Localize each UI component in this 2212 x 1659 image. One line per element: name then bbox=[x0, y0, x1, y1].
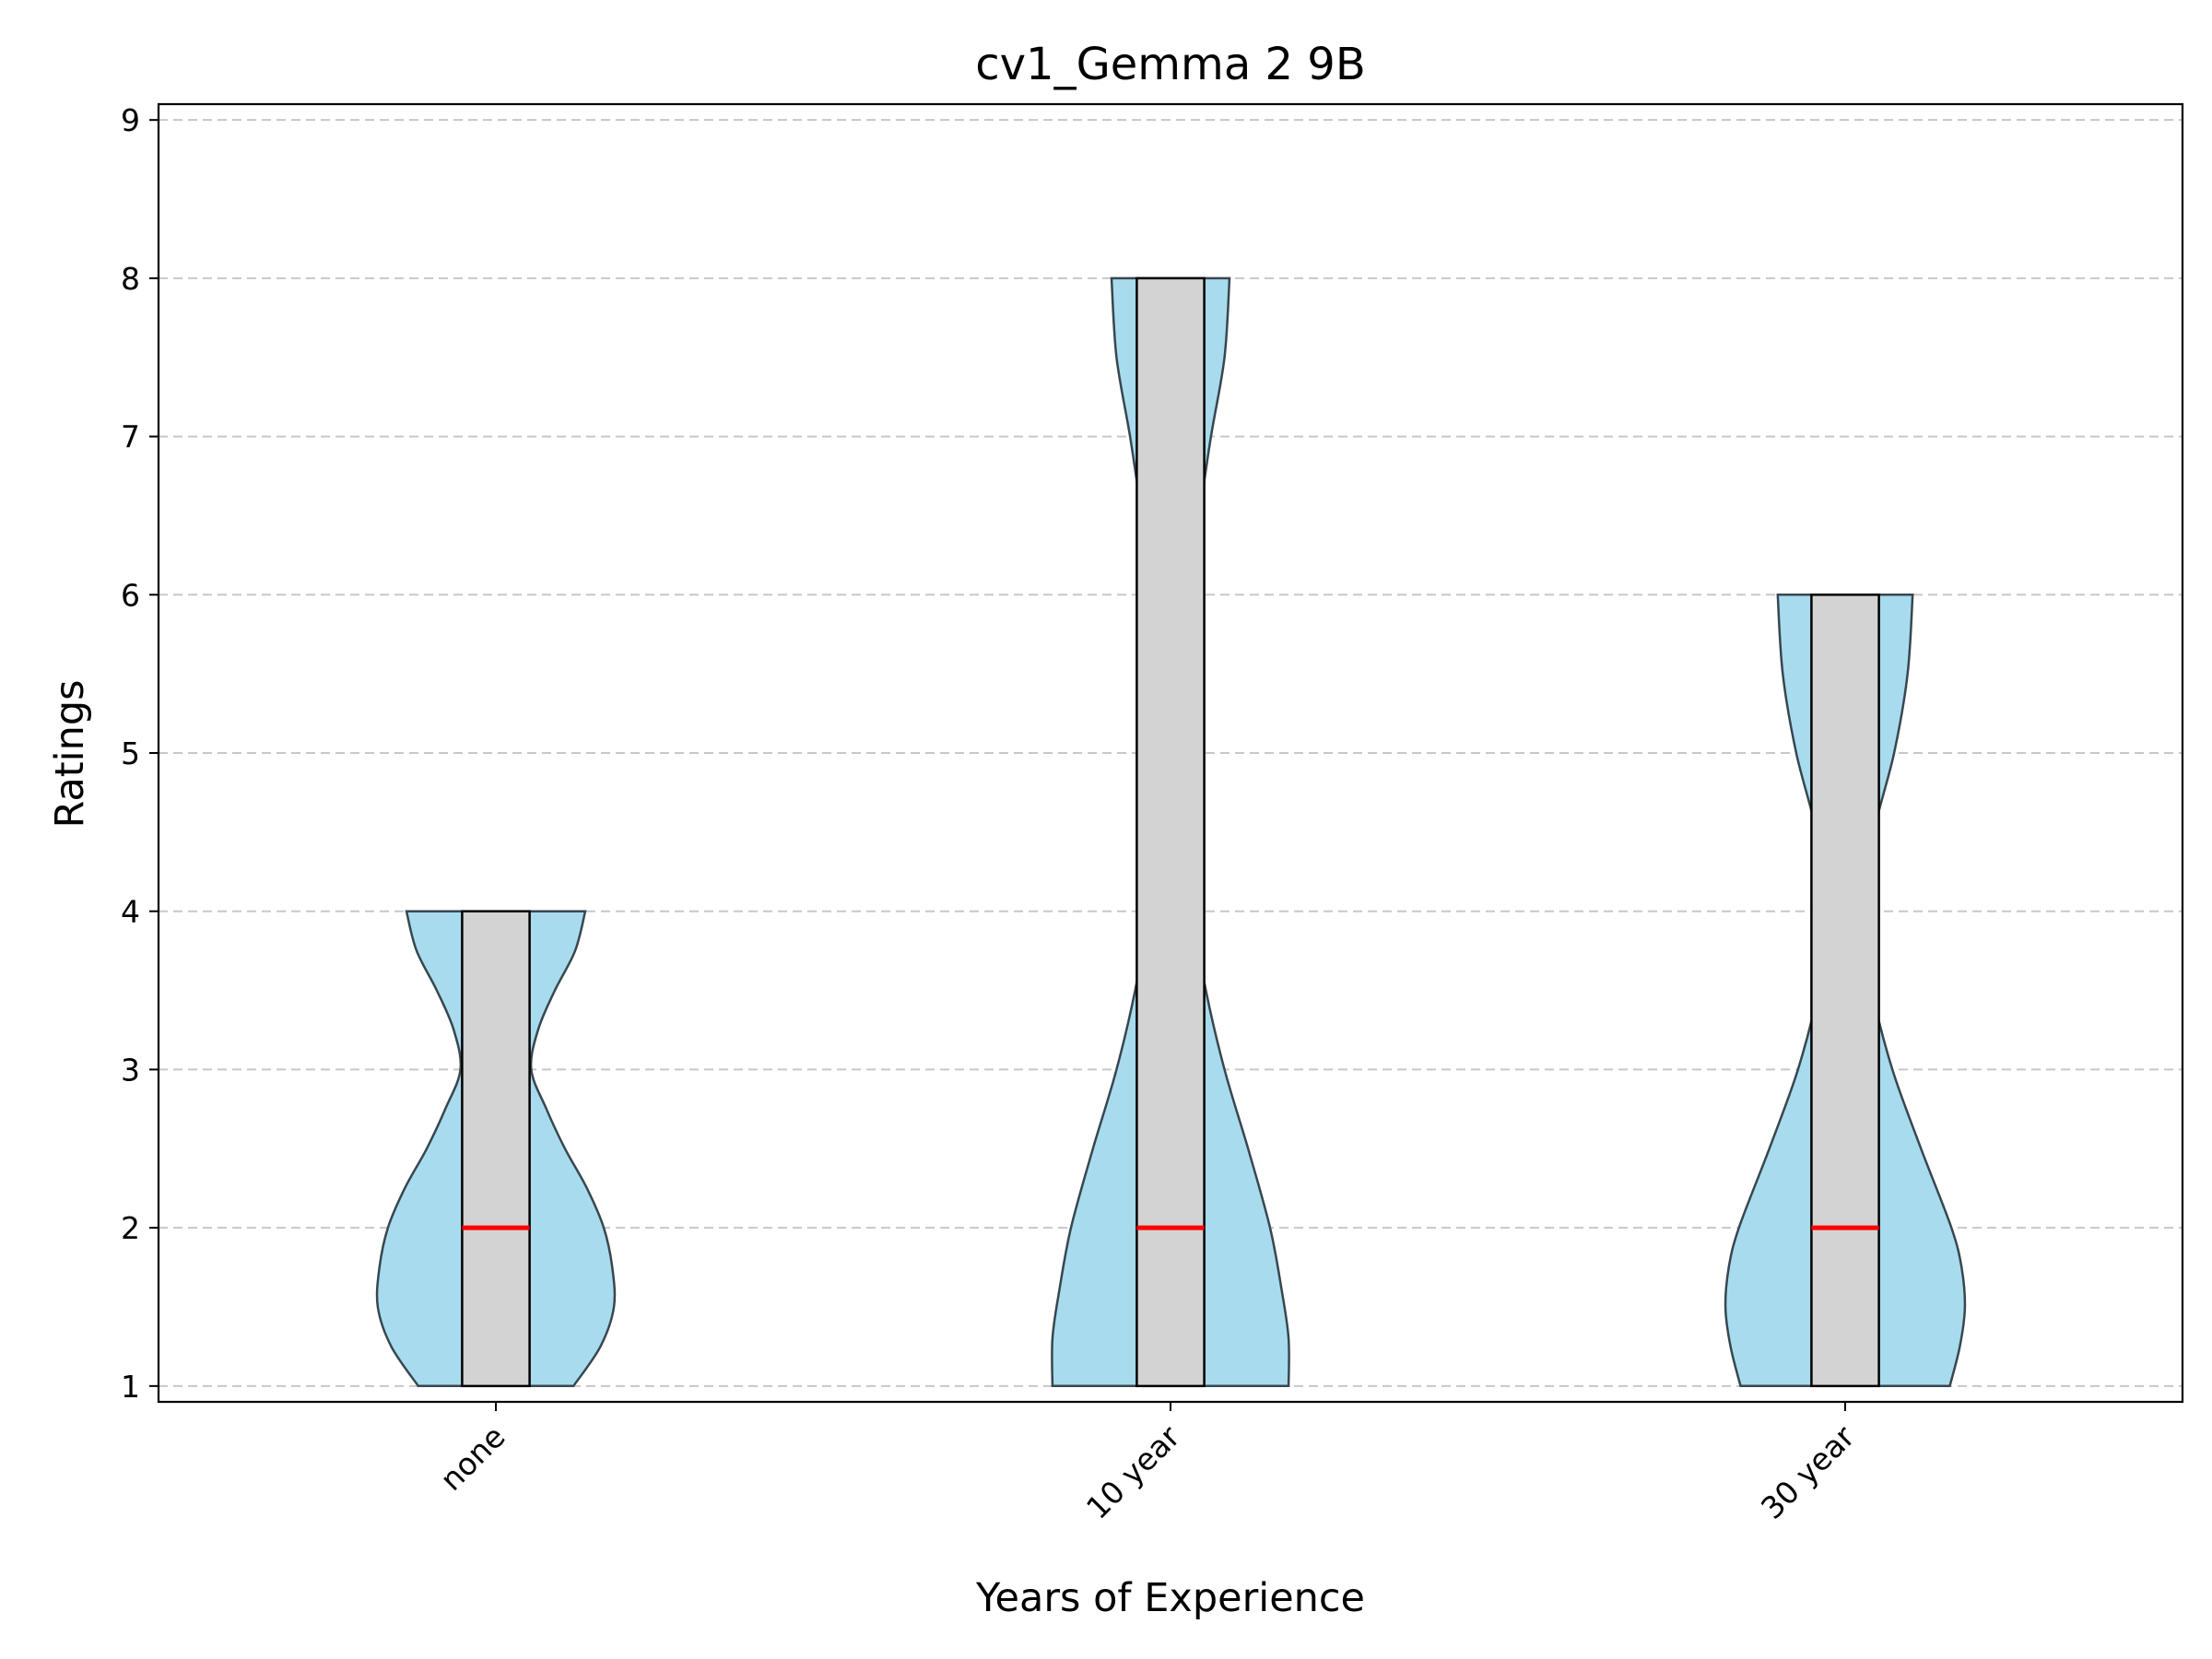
y-axis-label: Ratings bbox=[47, 679, 93, 828]
box-10-year bbox=[1135, 276, 1206, 1388]
y-tick-label: 7 bbox=[121, 419, 140, 455]
y-tick-label: 9 bbox=[121, 102, 140, 138]
box-none bbox=[461, 910, 531, 1388]
y-tick-label: 6 bbox=[121, 577, 140, 613]
chart-title: cv1_Gemma 2 9B bbox=[975, 39, 1366, 90]
y-tick-label: 1 bbox=[121, 1369, 140, 1405]
x-axis-label: Years of Experience bbox=[975, 1575, 1365, 1621]
y-tick-label: 3 bbox=[121, 1052, 140, 1088]
boxes bbox=[461, 276, 1880, 1388]
y-tick-label: 2 bbox=[121, 1210, 140, 1246]
box-30-year bbox=[1810, 594, 1880, 1388]
y-tick-label: 4 bbox=[121, 894, 140, 930]
y-ticks: 1 2 3 4 5 6 7 8 9 bbox=[121, 102, 159, 1405]
y-tick-label: 8 bbox=[121, 261, 140, 297]
y-tick-label: 5 bbox=[121, 735, 140, 771]
